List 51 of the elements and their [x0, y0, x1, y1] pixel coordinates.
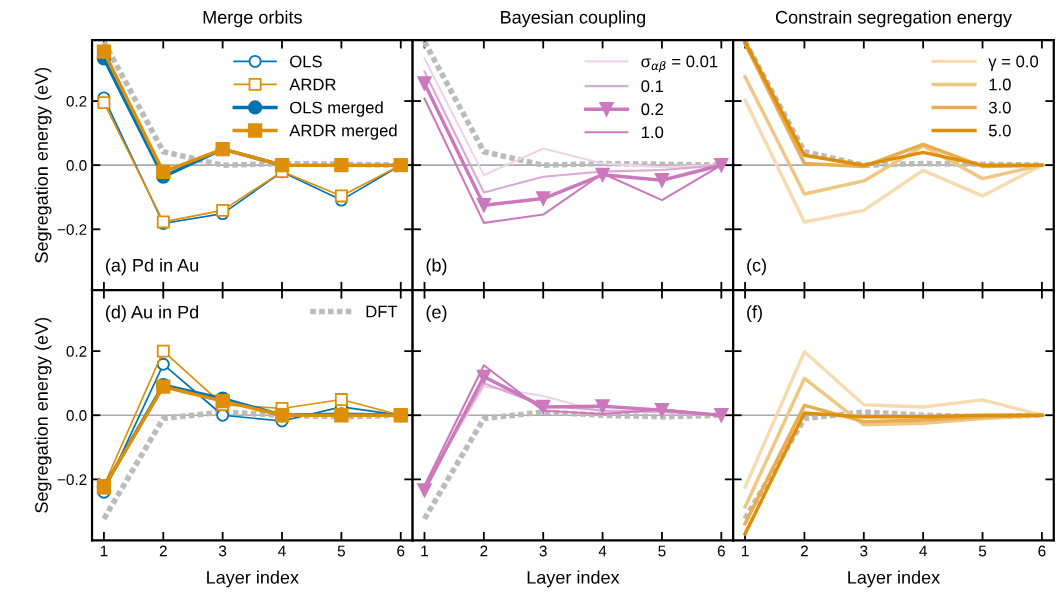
x-tick-label: 2 — [800, 545, 808, 557]
y-tick-label: 0.0 — [66, 160, 87, 171]
annotation: (c) — [747, 258, 766, 276]
y-tick-label: 0.2 — [66, 95, 87, 107]
annotation: (a) Pd in Au — [105, 258, 199, 276]
x-axis-title: Layer index — [527, 570, 620, 588]
x-tick-label: 4 — [598, 545, 607, 557]
x-tick-label: 6 — [1038, 545, 1046, 557]
y-axis-title: Segregation energy (eV) — [34, 318, 52, 513]
chart-title: Constrain segregation energy — [775, 10, 1012, 28]
y-tick-label: 0.0 — [66, 410, 87, 421]
x-tick-label: 3 — [860, 545, 868, 557]
y-tick-label: −0.2 — [57, 474, 87, 486]
legend-label: 3.0 — [988, 101, 1011, 114]
x-tick-label: 4 — [919, 545, 927, 557]
legend-label: 0.1 — [641, 80, 664, 93]
x-tick-label: 4 — [278, 545, 286, 557]
y-tick-label: 0.2 — [66, 346, 87, 357]
legend-label: 0.2 — [641, 103, 664, 116]
annotation: (e) — [426, 305, 447, 323]
legend-label: OLS merged — [290, 101, 383, 117]
y-tick-label: −0.2 — [57, 224, 87, 235]
x-axis-title: Layer index — [207, 570, 299, 588]
legend-label: ARDR merged — [289, 124, 397, 140]
legend-label: 1.0 — [641, 126, 664, 139]
x-tick-label: 5 — [978, 545, 987, 557]
x-tick-label: 6 — [717, 545, 725, 557]
x-tick-label: 5 — [337, 545, 345, 557]
legend-label: σ$_{αβ}$ = 0.01 — [641, 55, 718, 73]
legend-label: ARDR — [289, 78, 336, 91]
annotation: (d) Au in Pd — [105, 305, 199, 323]
x-tick-label: 1 — [741, 545, 749, 557]
legend-label: DFT — [366, 305, 398, 318]
annotation: (b) — [426, 258, 447, 276]
x-tick-label: 2 — [480, 545, 488, 557]
legend-label: OLS — [290, 55, 322, 68]
x-tick-label: 5 — [658, 545, 666, 557]
x-axis-title: Layer index — [848, 570, 940, 588]
x-tick-label: 1 — [100, 545, 108, 557]
chart-title: Bayesian coupling — [501, 10, 646, 28]
legend-label: 1.0 — [989, 78, 1011, 91]
x-tick-label: 2 — [159, 545, 167, 557]
y-axis-title: Segregation energy (eV) — [34, 67, 52, 263]
x-tick-label: 3 — [539, 545, 547, 557]
x-tick-label: 3 — [218, 545, 227, 557]
x-tick-label: 1 — [421, 545, 428, 557]
legend-label: γ = 0.0 — [988, 55, 1039, 71]
annotation: (f) — [747, 305, 762, 323]
chart-title: Merge orbits — [203, 10, 302, 28]
legend-label: 5.0 — [988, 124, 1011, 137]
x-tick-label: 6 — [397, 545, 405, 557]
